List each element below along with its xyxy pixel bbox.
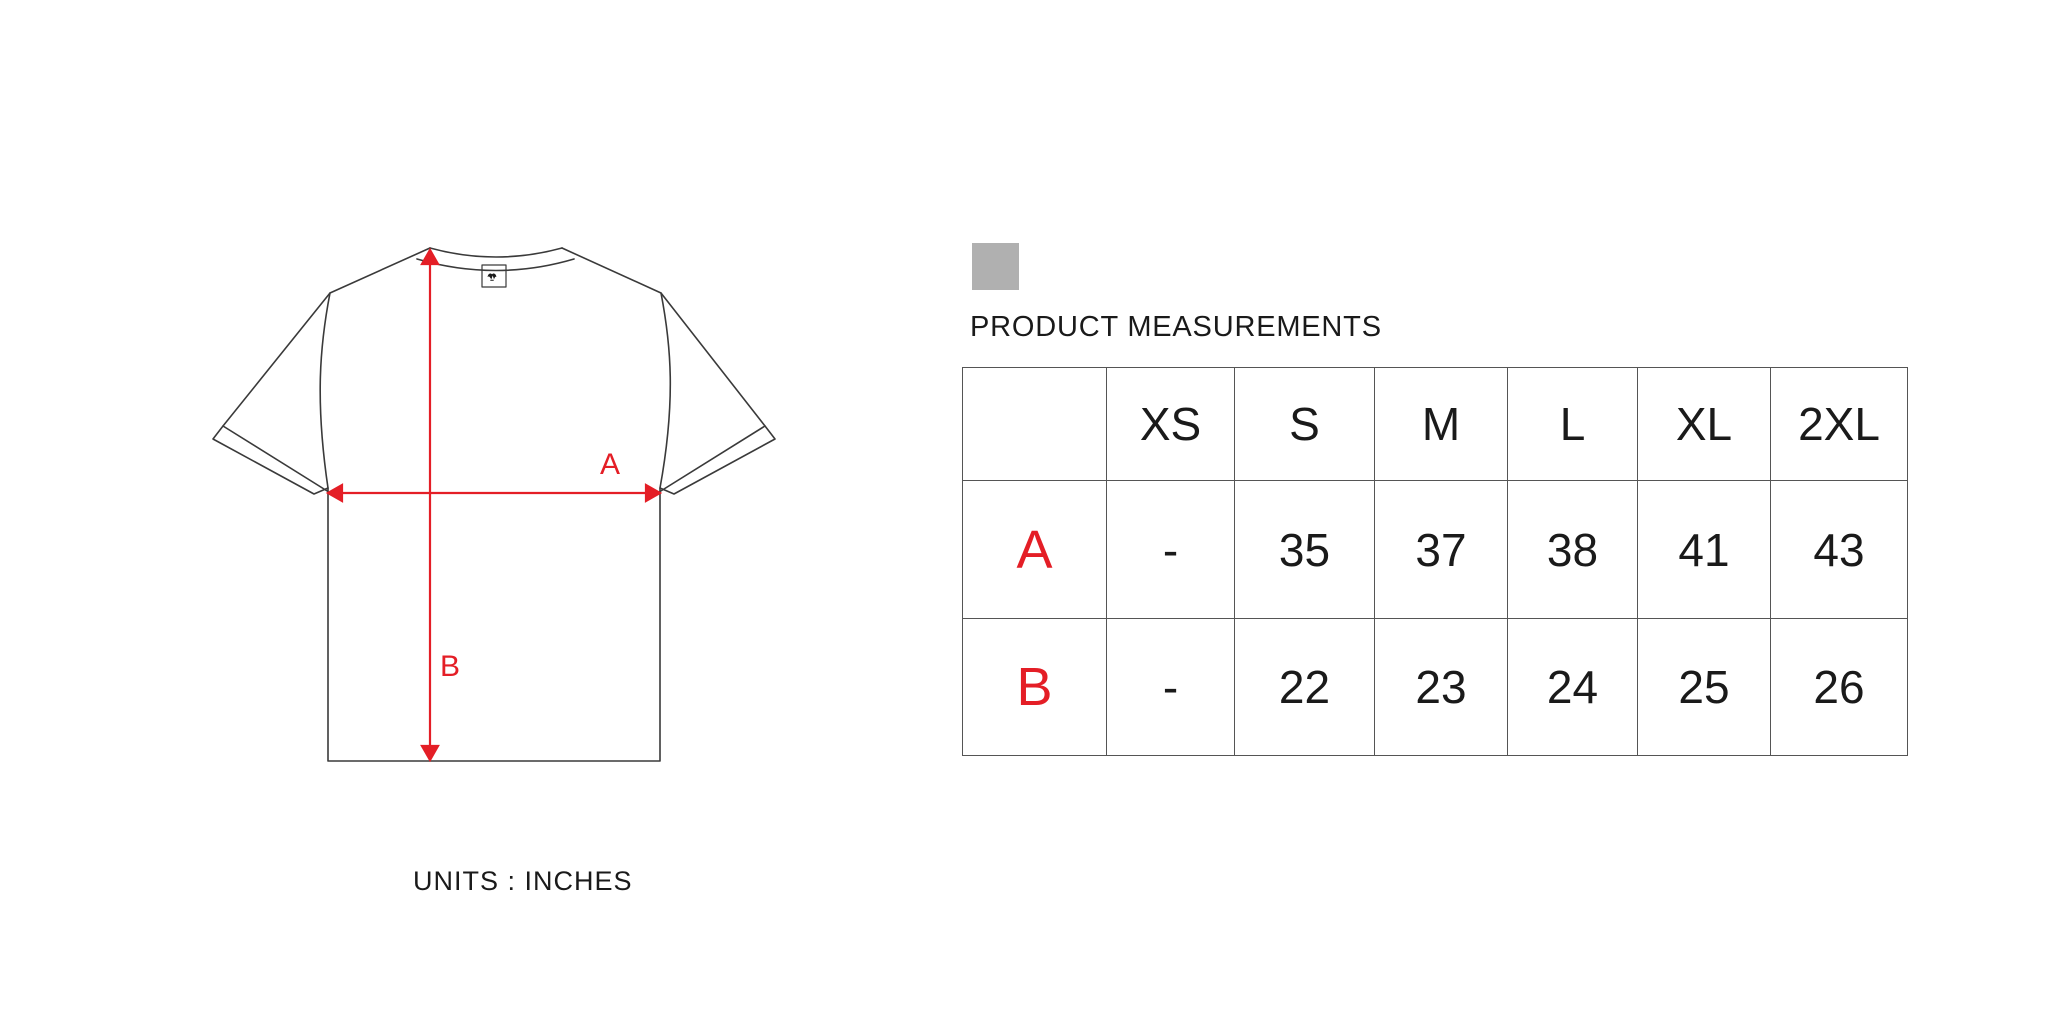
svg-text:B: B — [440, 650, 460, 683]
svg-text:A: A — [600, 448, 620, 481]
